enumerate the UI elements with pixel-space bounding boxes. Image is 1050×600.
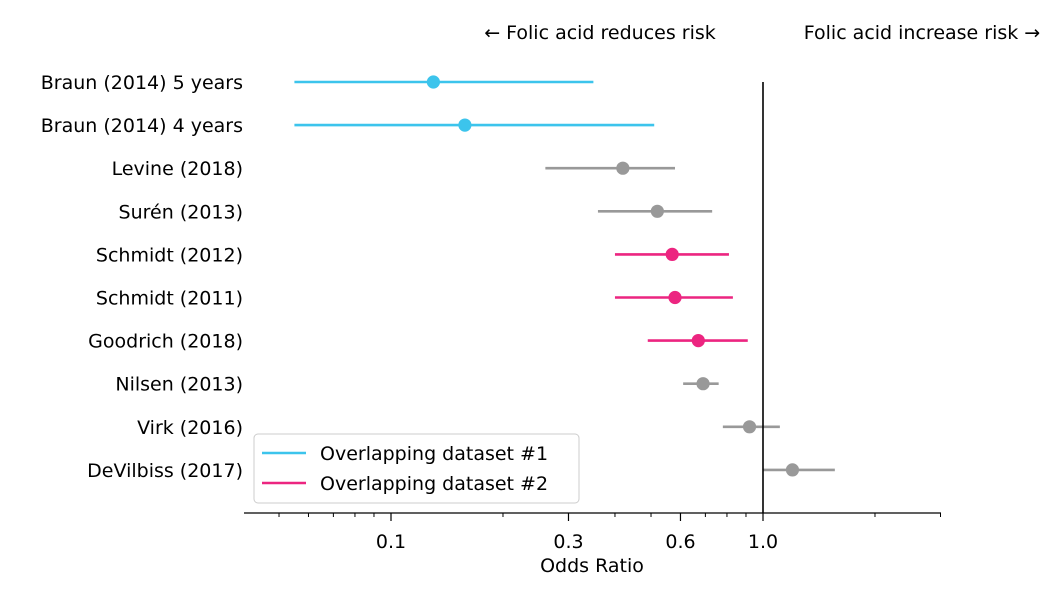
- x-tick-label: 1.0: [748, 531, 778, 553]
- point-estimate: [696, 377, 710, 391]
- legend-frame: [253, 433, 580, 504]
- x-tick-label: 0.1: [376, 531, 406, 553]
- point-estimate: [426, 75, 440, 89]
- point-estimate: [785, 463, 800, 477]
- legend-label-overlap1: Overlapping dataset #1: [320, 443, 548, 465]
- study-label: Virk (2016): [137, 417, 243, 439]
- point-estimate: [742, 420, 757, 434]
- x-axis-label: Odds Ratio: [540, 555, 644, 577]
- legend-label-overlap2: Overlapping dataset #2: [320, 473, 548, 495]
- x-axis-ticks: 0.1 0.3 0.6 1.0: [278, 513, 941, 553]
- study-label: DeVilbiss (2017): [87, 460, 243, 482]
- point-estimate: [650, 204, 664, 218]
- x-tick-label: 0.6: [665, 531, 695, 553]
- study-label: Schmidt (2012): [96, 244, 243, 266]
- study-label: Levine (2018): [112, 158, 243, 180]
- study-label: Schmidt (2011): [96, 288, 243, 310]
- study-label: Nilsen (2013): [115, 374, 243, 396]
- point-estimate: [668, 290, 682, 305]
- annotation-reduces-risk: ← Folic acid reduces risk: [484, 22, 716, 44]
- annotation-increase-risk: Folic acid increase risk →: [804, 22, 1040, 44]
- point-estimate: [665, 247, 679, 261]
- point-estimate: [616, 161, 630, 175]
- study-label: Braun (2014) 5 years: [41, 72, 243, 94]
- legend: Overlapping dataset #1 Overlapping datas…: [253, 433, 580, 504]
- point-estimate: [458, 118, 472, 132]
- point-estimate: [691, 334, 705, 348]
- study-label: Goodrich (2018): [88, 331, 243, 353]
- x-tick-label: 0.3: [553, 531, 583, 553]
- plot-area: Braun (2014) 5 years Braun (2014) 4 years…: [41, 72, 835, 482]
- study-label: Surén (2013): [119, 201, 243, 223]
- study-label: Braun (2014) 4 years: [41, 115, 243, 137]
